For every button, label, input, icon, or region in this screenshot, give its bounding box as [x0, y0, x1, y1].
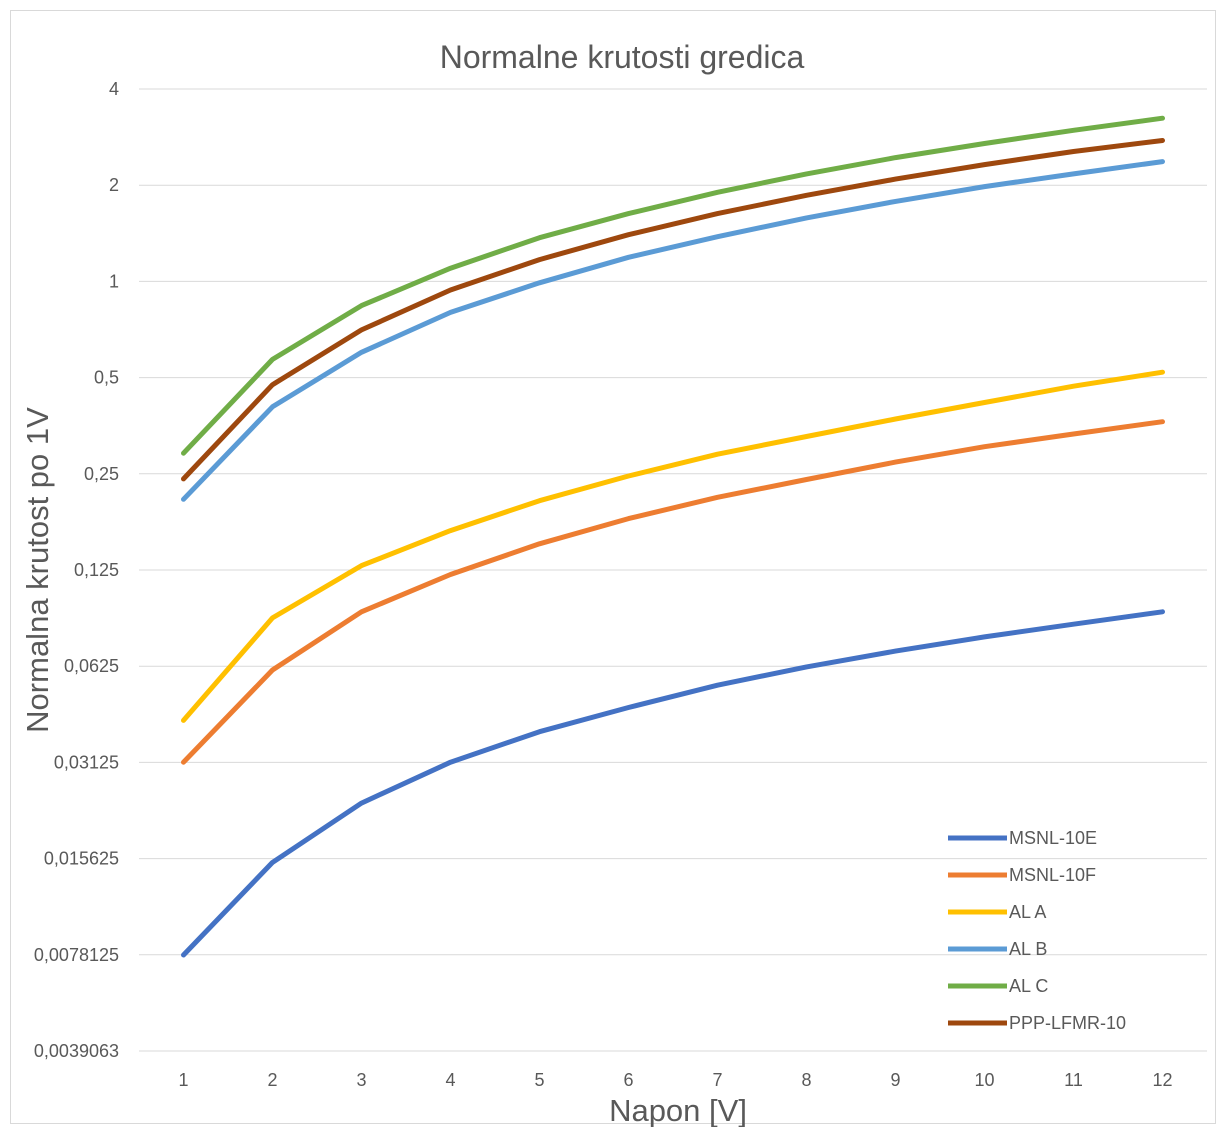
legend: MSNL-10E MSNL-10F AL A AL B AL C PPP-LFMR-10 [948, 828, 1126, 1033]
legend-label-msnl-10f: MSNL-10F [1009, 865, 1096, 885]
legend-label-al-a: AL A [1009, 902, 1046, 922]
x-tick-label: 3 [356, 1070, 366, 1090]
grid-lines [139, 88, 1207, 1052]
y-tick-label: 0,03125 [54, 752, 119, 772]
y-tick-label: 2 [109, 175, 119, 195]
chart-title: Normalne krutosti gredica [440, 39, 805, 75]
y-tick-label: 0,125 [74, 560, 119, 580]
legend-label-ppp-lfmr-10: PPP-LFMR-10 [1009, 1013, 1126, 1033]
y-tick-labels: 0,0039063 0,0078125 0,015625 0,03125 0,0625 0… [34, 79, 119, 1061]
y-axis-title: Normalna krutost po 1V [20, 407, 55, 733]
series-lines [181, 115, 1165, 958]
x-tick-label: 11 [1064, 1070, 1083, 1090]
y-tick-label: 0,0078125 [34, 945, 119, 965]
y-tick-label: 0,25 [84, 464, 119, 484]
y-tick-label: 1 [109, 271, 119, 291]
legend-label-msnl-10e: MSNL-10E [1009, 828, 1097, 848]
x-tick-label: 7 [712, 1070, 722, 1090]
x-tick-label: 4 [445, 1070, 455, 1090]
series-line-al-a [181, 369, 1165, 723]
series-line-ppp-lfmr-10 [181, 138, 1165, 482]
series-line-msnl-10f [181, 419, 1165, 765]
legend-label-al-b: AL B [1009, 939, 1047, 959]
x-tick-label: 9 [890, 1070, 900, 1090]
series-line-al-c [181, 115, 1165, 456]
y-tick-label: 4 [109, 79, 119, 99]
series-line-al-b [181, 159, 1165, 502]
x-tick-label: 6 [623, 1070, 633, 1090]
legend-label-al-c: AL C [1009, 976, 1048, 996]
x-tick-label: 5 [534, 1070, 544, 1090]
x-tick-label: 8 [801, 1070, 811, 1090]
x-tick-label: 2 [267, 1070, 277, 1090]
chart-frame [10, 10, 1216, 1124]
x-tick-label: 1 [178, 1070, 188, 1090]
x-tick-labels: 1 2 3 4 5 6 7 8 9 10 11 12 [178, 1070, 1172, 1090]
y-tick-label: 0,5 [94, 368, 119, 388]
series-line-msnl-10e [181, 609, 1165, 958]
y-tick-label: 0,0039063 [34, 1041, 119, 1061]
x-axis-title: Napon [V] [609, 1093, 747, 1127]
y-tick-label: 0,015625 [44, 849, 119, 869]
x-tick-label: 12 [1152, 1070, 1172, 1090]
y-tick-label: 0,0625 [64, 656, 119, 676]
x-tick-label: 10 [974, 1070, 994, 1090]
